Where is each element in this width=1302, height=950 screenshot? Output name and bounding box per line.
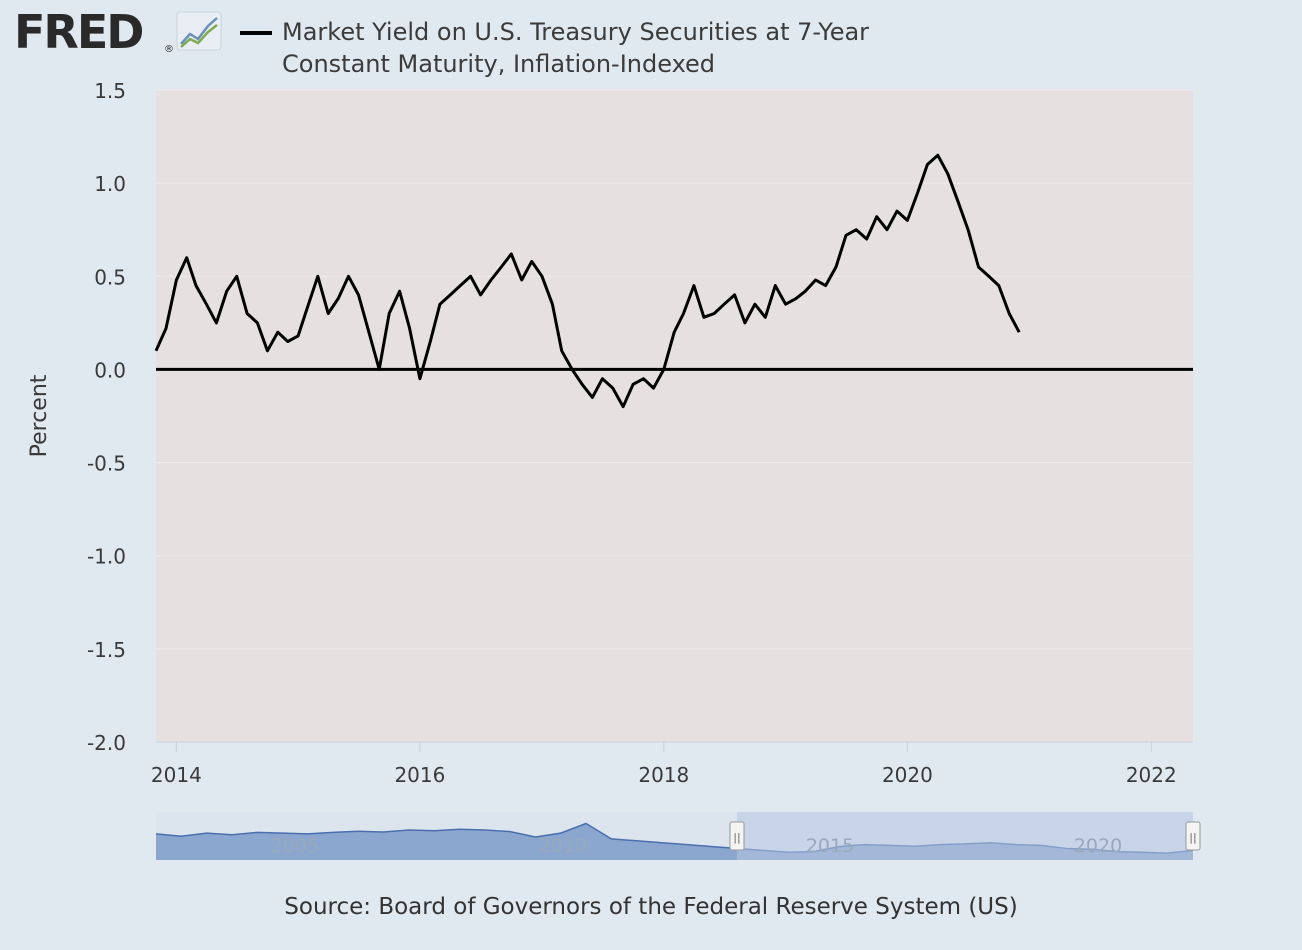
- legend-label: Market Yield on U.S. Treasury Securities…: [282, 18, 870, 78]
- fred-logo-text: FRED: [14, 8, 142, 56]
- y-tick-label: -0.5: [87, 452, 126, 476]
- y-axis-label: Percent: [27, 374, 52, 457]
- y-tick-label: -1.0: [87, 545, 126, 569]
- x-tick-label: 2014: [151, 763, 202, 787]
- navigator-handle-left[interactable]: [729, 821, 745, 851]
- registered-mark: ®: [164, 44, 174, 55]
- fred-logo[interactable]: FRED ®: [14, 5, 224, 59]
- navigator-tick-label: 2020: [1074, 835, 1122, 857]
- source-note: Source: Board of Governors of the Federa…: [284, 894, 1018, 920]
- line-chart-icon: [176, 11, 222, 51]
- navigator-tick-label: 2015: [806, 835, 854, 857]
- navigator-selection[interactable]: [737, 812, 1193, 860]
- navigator-handle-left-grip: ||: [733, 831, 740, 844]
- x-tick-label: 2016: [394, 763, 445, 787]
- chart: 1.5 1.0 0.5 0.0 -0.5 -1.0 -1.5 -2.0 2014 2016 2018…: [27, 79, 1201, 860]
- y-tick-label: 1.5: [94, 79, 126, 103]
- y-tick-label: 1.0: [94, 172, 126, 196]
- navigator-tick-label: 2010: [539, 835, 587, 857]
- x-tick-label: 2020: [882, 763, 933, 787]
- navigator-handle-right[interactable]: [1185, 821, 1201, 851]
- y-tick-label: 0.5: [94, 265, 126, 289]
- series-line: [154, 153, 1021, 409]
- legend-swatch: [240, 31, 272, 35]
- plot-area: [156, 90, 1193, 742]
- x-tick-label: 2022: [1126, 763, 1177, 787]
- navigator-tick-label: 2005: [271, 835, 319, 857]
- navigator-handle-right-grip: ||: [1189, 831, 1196, 844]
- y-tick-label: -1.5: [87, 638, 126, 662]
- y-tick-label: -2.0: [87, 731, 126, 755]
- y-tick-label: 0.0: [94, 358, 126, 382]
- x-tick-label: 2018: [638, 763, 689, 787]
